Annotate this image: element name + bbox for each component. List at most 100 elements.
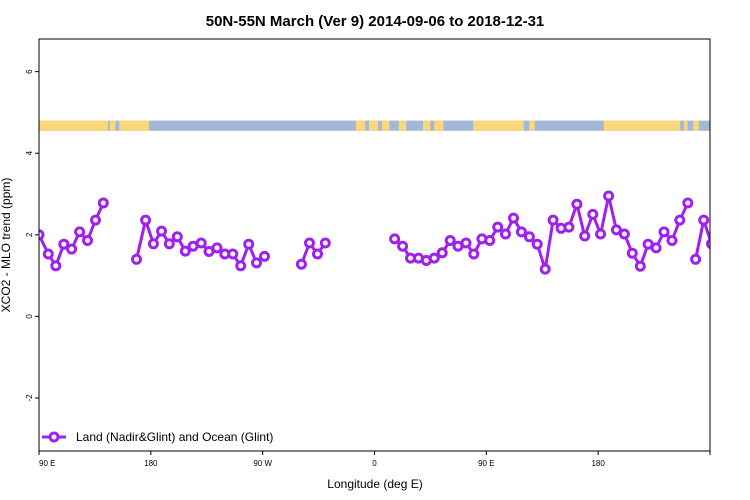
land-segment (683, 120, 688, 131)
data-point (508, 212, 519, 224)
data-point (531, 238, 543, 250)
data-point (195, 237, 207, 249)
data-point (634, 260, 646, 272)
data-point (179, 245, 191, 257)
series-line (694, 218, 710, 260)
data-point (523, 231, 535, 243)
data-point (587, 208, 599, 220)
data-point (666, 235, 678, 246)
data-point (571, 198, 583, 210)
x-tick-label: 90 W (253, 459, 272, 468)
y-tick-label: 6 (25, 69, 34, 74)
x-tick-label: 180 (144, 459, 158, 468)
data-point (163, 238, 175, 250)
data-point (731, 233, 739, 241)
y-tick-label: -2 (25, 394, 34, 402)
legend-marker (48, 431, 60, 443)
data-point (610, 224, 622, 236)
data-point (397, 240, 409, 252)
data-point (97, 197, 109, 209)
land-segment (381, 120, 390, 131)
land-segment (109, 120, 116, 131)
data-point (674, 214, 686, 226)
land-segment (119, 120, 149, 131)
data-point (626, 247, 638, 259)
data-point (658, 226, 670, 238)
data-point (690, 253, 702, 265)
data-point (500, 228, 511, 240)
data-point (484, 235, 496, 246)
data-point (428, 252, 440, 264)
data-point (50, 260, 62, 272)
data-point (603, 190, 615, 202)
land-segment (693, 120, 699, 131)
y-tick-label: 0 (25, 314, 34, 319)
series-line (299, 241, 327, 265)
data-point (563, 221, 575, 233)
x-tick-label: 90 E (39, 459, 55, 468)
data-point (304, 237, 315, 249)
data-point (58, 238, 70, 250)
data-point (319, 237, 331, 249)
chart-title: 50N-55N March (Ver 9) 2014-09-06 to 2018… (206, 13, 545, 30)
series-group (39, 190, 739, 275)
data-point (682, 197, 694, 209)
data-point (492, 221, 504, 233)
data-point (539, 263, 551, 275)
data-point (131, 253, 142, 265)
data-point (82, 235, 93, 246)
data-point (716, 227, 724, 235)
data-point (706, 238, 710, 250)
land-segment (368, 120, 379, 131)
land-segment (39, 120, 108, 131)
data-point (618, 228, 630, 240)
legend-label: Land (Nadir&Glint) and Ocean (Glint) (76, 430, 273, 444)
data-point (90, 214, 101, 226)
series-layer (39, 190, 739, 275)
data-point (140, 214, 152, 226)
land-segment (422, 120, 431, 131)
data-point (66, 243, 78, 255)
x-tick-label: 180 (591, 459, 605, 468)
data-point (171, 231, 183, 243)
x-axis: 90 E 180 90 W 0 90 E 180 (38, 451, 711, 468)
y-axis: -2 0 2 4 6 (25, 69, 39, 402)
data-point (579, 230, 591, 242)
data-point (436, 247, 448, 259)
data-point (547, 214, 559, 226)
y-axis-label: XCO2 - MLO trend (ppm) (0, 178, 13, 313)
data-point (147, 238, 159, 250)
data-point (444, 235, 456, 246)
data-point (251, 257, 262, 269)
data-point (698, 214, 710, 226)
land-segment (434, 120, 444, 131)
x-axis-label: Longitude (deg E) (327, 477, 422, 491)
data-point (724, 240, 732, 248)
land-ocean-band (39, 120, 710, 131)
data-point (650, 242, 662, 254)
data-point (156, 225, 167, 237)
x-tick-label: 90 E (478, 459, 494, 468)
land-segment (355, 120, 366, 131)
data-point (468, 248, 480, 260)
data-point (227, 248, 239, 260)
y-tick-label: 4 (25, 150, 34, 155)
data-point (74, 226, 86, 238)
legend: Land (Nadir&Glint) and Ocean (Glint) (42, 430, 273, 444)
x-tick-label: 0 (372, 459, 377, 468)
data-point (42, 248, 54, 260)
data-point (460, 237, 472, 249)
data-point (389, 233, 401, 245)
data-point (39, 229, 45, 241)
data-point (259, 250, 270, 262)
data-point (515, 226, 527, 238)
land-segment (529, 120, 535, 131)
data-point (312, 248, 323, 260)
data-point (211, 242, 223, 254)
land-segment (473, 120, 524, 131)
data-point (295, 258, 307, 270)
land-segment (603, 120, 681, 131)
y-tick-label: 2 (25, 232, 34, 237)
data-point (235, 260, 247, 272)
